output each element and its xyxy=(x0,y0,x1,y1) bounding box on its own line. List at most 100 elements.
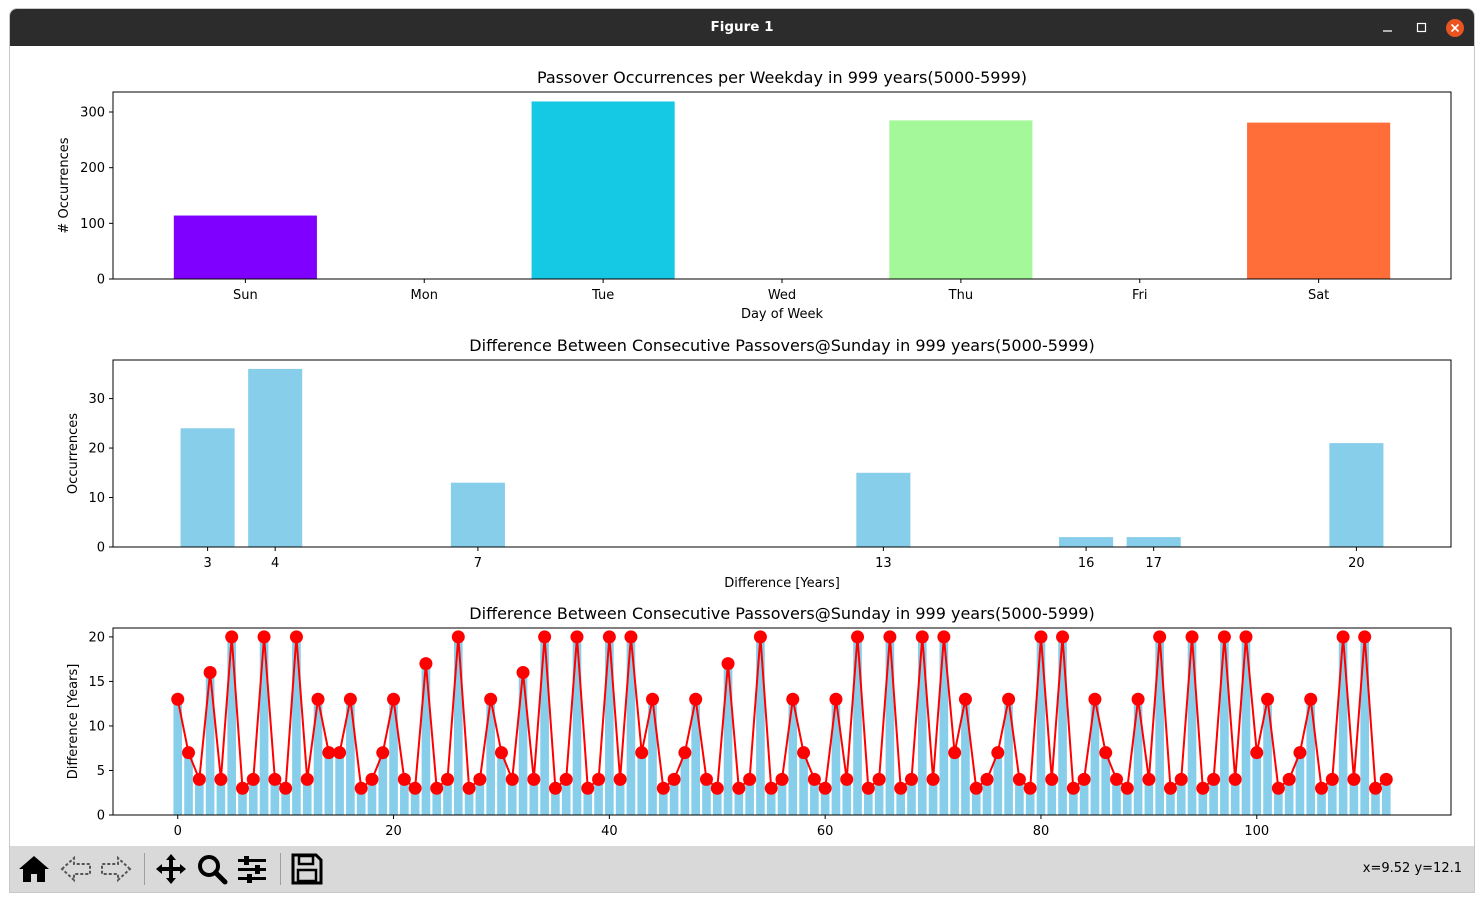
bar-seq xyxy=(1349,779,1359,815)
minimize-button[interactable] xyxy=(1378,18,1398,38)
series-point xyxy=(980,772,994,786)
bar-seq xyxy=(680,752,690,815)
series-point xyxy=(1023,781,1037,795)
save-icon[interactable] xyxy=(289,853,325,885)
figure-canvas[interactable]: 0 100 200 300 Sun Mon Tue Wed Thu Fri Sat Passover … xyxy=(10,46,1474,846)
x-tick-label: 100 xyxy=(1244,824,1269,839)
x-tick-label: 40 xyxy=(601,824,618,839)
series-point xyxy=(904,772,918,786)
bar-seq xyxy=(1284,779,1294,815)
bar-seq xyxy=(605,636,614,815)
bar-seq xyxy=(227,636,237,815)
bar-diff-16 xyxy=(1059,537,1114,547)
bar-seq xyxy=(356,788,366,815)
bar-seq xyxy=(195,779,204,815)
bar-seq xyxy=(313,699,323,815)
series-point xyxy=(1217,630,1231,644)
series-point xyxy=(1207,772,1221,786)
series-point xyxy=(1196,781,1210,795)
x-tick-label: 4 xyxy=(271,556,279,571)
bar-seq xyxy=(874,779,884,815)
series-point xyxy=(937,630,951,644)
bar-seq xyxy=(389,699,398,815)
series-point xyxy=(279,781,293,795)
series-point xyxy=(214,772,228,786)
y-tick-label: 15 xyxy=(88,675,105,690)
series-point xyxy=(926,772,940,786)
series-point xyxy=(818,781,832,795)
bar-seq xyxy=(1317,788,1326,815)
forward-icon[interactable] xyxy=(98,853,134,885)
close-button[interactable] xyxy=(1445,18,1465,38)
bar-seq xyxy=(1338,636,1348,815)
bar-seq xyxy=(939,636,949,815)
series-point xyxy=(915,630,929,644)
series-point xyxy=(1185,630,1199,644)
series-point xyxy=(958,692,972,706)
chart-title: Difference Between Consecutive Passovers… xyxy=(469,604,1094,623)
series-point xyxy=(365,772,379,786)
bar-seq xyxy=(1090,699,1100,815)
series-point xyxy=(235,781,249,795)
bar-seq xyxy=(1144,779,1154,815)
bar-seq xyxy=(1306,699,1316,815)
series-point xyxy=(527,772,541,786)
bar-seq xyxy=(292,636,301,815)
series-point xyxy=(840,772,854,786)
home-icon[interactable] xyxy=(16,853,52,885)
series-point xyxy=(376,746,390,760)
series-point xyxy=(872,772,886,786)
bar-diff-4 xyxy=(248,368,303,547)
x-tick-label: 3 xyxy=(203,556,211,571)
series-point xyxy=(1066,781,1080,795)
bar-seq xyxy=(842,779,852,815)
series-point xyxy=(397,772,411,786)
chart-title: Passover Occurrences per Weekday in 999 … xyxy=(537,68,1027,87)
y-tick-label: 300 xyxy=(80,106,105,121)
series-point xyxy=(1077,772,1091,786)
series-point xyxy=(1304,692,1318,706)
bar-seq xyxy=(1371,788,1380,815)
x-tick-label: Wed xyxy=(768,288,796,303)
bar-seq xyxy=(507,779,517,815)
series-point xyxy=(1282,772,1296,786)
series-point xyxy=(948,746,962,760)
bar-seq xyxy=(1295,752,1305,815)
series-point xyxy=(408,781,422,795)
series-point xyxy=(171,692,185,706)
bar-diff-20 xyxy=(1329,443,1384,547)
series-point xyxy=(1131,692,1145,706)
figure-window: Figure 1 0 100 200 300 Sun Mon Tue Wed Thu Fri Sat… xyxy=(9,8,1475,893)
maximize-button[interactable] xyxy=(1412,18,1432,38)
pan-icon[interactable] xyxy=(153,853,189,885)
y-tick-label: 20 xyxy=(88,630,105,645)
bar-seq xyxy=(551,788,560,815)
bar-seq xyxy=(367,779,377,815)
series-point xyxy=(732,781,746,795)
bar-diff-7 xyxy=(450,482,505,547)
series-point xyxy=(1002,692,1016,706)
series-point xyxy=(1228,772,1242,786)
series-point xyxy=(1174,772,1188,786)
y-tick-label: 10 xyxy=(88,491,105,506)
bar-seq xyxy=(421,663,431,815)
configure-icon[interactable] xyxy=(234,853,270,885)
series-point xyxy=(1325,772,1339,786)
x-tick-label: 20 xyxy=(385,824,402,839)
series-point xyxy=(1088,692,1102,706)
bar-seq xyxy=(1133,699,1143,815)
y-tick-label: 0 xyxy=(97,541,105,556)
series-point xyxy=(635,746,649,760)
zoom-icon[interactable] xyxy=(194,853,230,885)
bar-seq xyxy=(648,699,657,815)
bar-seq xyxy=(400,779,409,815)
series-point xyxy=(1163,781,1177,795)
bar-seq xyxy=(443,779,452,815)
back-icon[interactable] xyxy=(58,853,94,885)
bar-seq xyxy=(1025,788,1035,815)
bar-seq xyxy=(259,636,269,815)
bar-seq xyxy=(378,752,388,815)
bar-seq xyxy=(464,788,474,815)
bar-seq xyxy=(1187,636,1197,815)
